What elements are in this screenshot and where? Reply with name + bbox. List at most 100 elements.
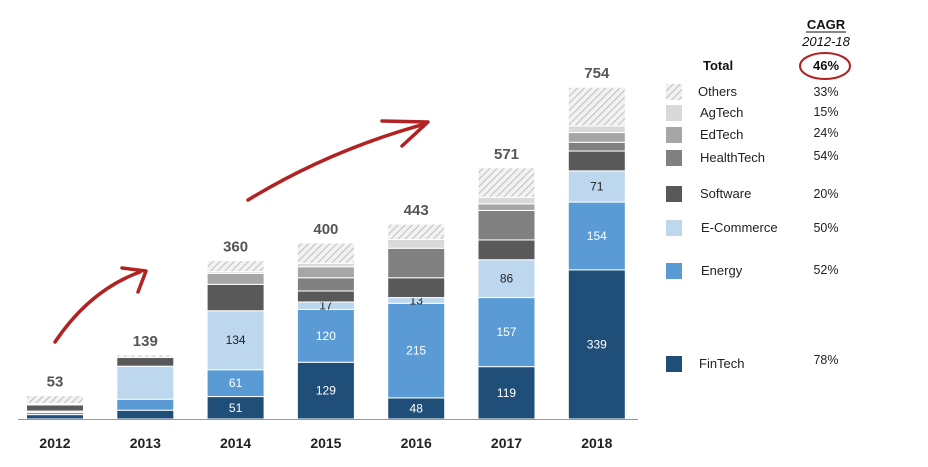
bar-segment-software-2014 bbox=[206, 283, 265, 312]
bar-segment-software-2013 bbox=[116, 356, 175, 367]
bar-segment-software-2016 bbox=[387, 277, 446, 299]
cagr-heading: CAGR bbox=[807, 17, 846, 32]
data-label-fintech-2016: 48 bbox=[410, 401, 424, 415]
total-row-label: Total bbox=[703, 58, 733, 73]
cagr-value-energy: 52% bbox=[813, 263, 838, 277]
data-label-fintech-2018: 339 bbox=[587, 337, 607, 351]
bar-segment-edtech-2014 bbox=[206, 272, 265, 285]
legend-label-others: Others bbox=[698, 84, 738, 99]
bar-segment-healthtech-2017 bbox=[477, 209, 536, 241]
cagr-period: 2012-18 bbox=[801, 34, 850, 49]
legend-swatch-e-commerce bbox=[666, 220, 682, 236]
bar-segment-agtech-2016 bbox=[387, 238, 446, 249]
legend-label-software: Software bbox=[700, 186, 751, 201]
legend-swatch-fintech bbox=[666, 356, 682, 372]
bar-segment-others-2016 bbox=[387, 223, 446, 240]
bar-segment-software-2012 bbox=[26, 404, 84, 412]
bar-segment-software-2018 bbox=[567, 150, 626, 172]
x-tick-label-2015: 2015 bbox=[310, 435, 341, 451]
legend-label-fintech: FinTech bbox=[699, 356, 745, 371]
cagr-column: CAGR 2012-18 Total 46% 33% 15% 24% 54% 20% 50% 52%… bbox=[703, 17, 851, 367]
bar-segment-others-2018 bbox=[567, 86, 626, 127]
total-label-2013: 139 bbox=[133, 333, 158, 350]
bar-segment-edtech-2015 bbox=[296, 266, 355, 279]
data-label-e-commerce-2018: 71 bbox=[590, 179, 604, 193]
legend-label-edtech: EdTech bbox=[700, 127, 743, 142]
legend-swatch-edtech bbox=[666, 127, 682, 143]
total-label-2014: 360 bbox=[223, 239, 248, 256]
bar-segment-healthtech-2015 bbox=[296, 277, 355, 292]
x-tick-label-2013: 2013 bbox=[130, 435, 161, 451]
legend: FinTech Energy E-Commerce Software HealthTec… bbox=[666, 84, 778, 372]
total-label-2018: 754 bbox=[584, 65, 610, 82]
cagr-value-healthtech: 54% bbox=[813, 149, 838, 163]
legend-label-energy: Energy bbox=[701, 263, 743, 278]
x-tick-label-2016: 2016 bbox=[401, 435, 432, 451]
bar-segment-energy-2017 bbox=[477, 297, 536, 368]
bar-segment-edtech-2017 bbox=[477, 203, 536, 211]
data-label-fintech-2015: 129 bbox=[316, 384, 336, 398]
bar-segment-fintech-2013 bbox=[116, 409, 175, 420]
bar-segment-agtech-2015 bbox=[296, 262, 355, 268]
data-label-e-commerce-2017: 86 bbox=[500, 272, 514, 286]
legend-swatch-others bbox=[666, 84, 682, 100]
x-tick-label-2012: 2012 bbox=[39, 435, 70, 451]
total-label-2017: 571 bbox=[494, 146, 519, 163]
total-cagr-value: 46% bbox=[813, 58, 839, 73]
data-label-fintech-2017: 119 bbox=[497, 386, 516, 400]
data-label-e-commerce-2014: 134 bbox=[226, 333, 246, 347]
bar-segment-software-2017 bbox=[477, 239, 536, 261]
bar-segment-edtech-2018 bbox=[567, 132, 626, 143]
data-label-fintech-2014: 51 bbox=[229, 401, 243, 415]
bar-segment-others-2012 bbox=[26, 395, 84, 405]
data-label-energy-2015: 120 bbox=[316, 329, 336, 343]
legend-label-e-commerce: E-Commerce bbox=[701, 220, 778, 235]
total-label-2016: 443 bbox=[404, 202, 429, 219]
bar-segment-energy-2016 bbox=[387, 302, 446, 399]
cagr-value-software: 20% bbox=[813, 187, 838, 201]
cagr-value-others: 33% bbox=[813, 85, 838, 99]
bar-segment-e-commerce-2018 bbox=[567, 170, 626, 203]
bar-segment-fintech-2015 bbox=[296, 361, 355, 420]
bar-segment-energy-2015 bbox=[296, 308, 355, 363]
growth-arrows bbox=[53, 119, 430, 344]
arrow-1-curve bbox=[53, 270, 142, 344]
data-label-energy-2014: 61 bbox=[229, 376, 243, 390]
legend-label-agtech: AgTech bbox=[700, 105, 743, 120]
bar-segment-others-2017 bbox=[477, 167, 536, 198]
bar-segment-agtech-2017 bbox=[477, 196, 536, 205]
x-tick-label-2014: 2014 bbox=[220, 435, 251, 451]
bars: 5320121392013516113436020141291201740020… bbox=[18, 65, 638, 451]
bar-segment-energy-2018 bbox=[567, 201, 626, 271]
bar-segment-others-2013 bbox=[116, 354, 175, 358]
total-label-2012: 53 bbox=[47, 374, 64, 391]
bar-segment-software-2015 bbox=[296, 290, 355, 303]
cagr-value-fintech: 78% bbox=[813, 353, 838, 367]
legend-swatch-agtech bbox=[666, 105, 682, 121]
arrow-2-curve bbox=[246, 122, 427, 202]
data-label-energy-2016: 215 bbox=[406, 344, 426, 358]
total-label-2015: 400 bbox=[313, 221, 338, 238]
bar-segment-others-2015 bbox=[296, 242, 355, 264]
total-cagr-circle bbox=[799, 52, 851, 80]
bar-segment-others-2014 bbox=[206, 260, 265, 273]
cagr-value-e-commerce: 50% bbox=[813, 221, 838, 235]
bar-segment-fintech-2018 bbox=[567, 269, 626, 420]
data-label-energy-2018: 154 bbox=[587, 229, 607, 243]
legend-swatch-software bbox=[666, 186, 682, 202]
arrow-2-head bbox=[380, 119, 430, 148]
legend-swatch-energy bbox=[666, 263, 682, 279]
legend-label-healthtech: HealthTech bbox=[700, 150, 765, 165]
bar-segment-e-commerce-2017 bbox=[477, 259, 536, 299]
cagr-value-agtech: 15% bbox=[813, 105, 838, 119]
x-tick-label-2017: 2017 bbox=[491, 435, 522, 451]
bar-segment-healthtech-2018 bbox=[567, 141, 626, 152]
arrow-1-head bbox=[120, 266, 148, 294]
legend-swatch-healthtech bbox=[666, 150, 682, 166]
cagr-value-edtech: 24% bbox=[813, 126, 838, 140]
data-label-energy-2017: 157 bbox=[496, 325, 516, 339]
bar-segment-e-commerce-2013 bbox=[116, 365, 175, 400]
x-tick-label-2018: 2018 bbox=[581, 435, 612, 451]
bar-segment-agtech-2018 bbox=[567, 125, 626, 134]
